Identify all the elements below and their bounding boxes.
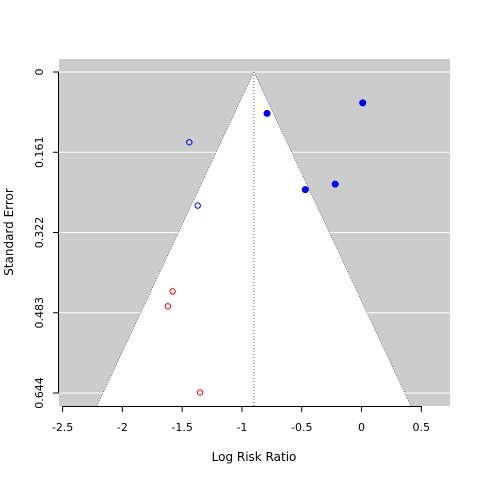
x-tick-label-6: 0.5 [413, 421, 431, 434]
data-point-s1-0 [186, 139, 193, 146]
y-tick-label-0: 0 [33, 69, 46, 76]
x-tick-label-2: -1.5 [171, 421, 192, 434]
data-point-s1-1 [194, 202, 201, 209]
x-tick-label-4: -0.5 [291, 421, 312, 434]
y-tick-label-1: 0.161 [33, 137, 46, 169]
funnel-left-edge [96, 71, 255, 406]
data-point-s0-3 [301, 186, 309, 194]
funnel-region [96, 72, 411, 406]
data-point-s2-1 [164, 303, 172, 310]
y-tick-label-4: 0.644 [33, 377, 46, 409]
y-tick-label-2: 0.322 [33, 217, 46, 249]
data-point-s2-0 [169, 288, 176, 295]
x-axis-title: Log Risk Ratio [212, 450, 297, 464]
x-tick-label-5: 0 [358, 421, 365, 434]
data-point-s0-0 [359, 99, 367, 107]
y-axis-title: Standard Error [2, 188, 16, 276]
funnel-right-edge [253, 71, 412, 406]
data-point-s0-1 [263, 109, 271, 117]
x-tick-label-3: -1 [236, 421, 247, 434]
y-tick-label-3: 0.483 [33, 297, 46, 329]
x-tick-label-0: -2.5 [52, 421, 73, 434]
data-point-s0-2 [331, 180, 339, 188]
data-point-s2-2 [196, 389, 204, 396]
x-tick-label-1: -2 [117, 421, 128, 434]
